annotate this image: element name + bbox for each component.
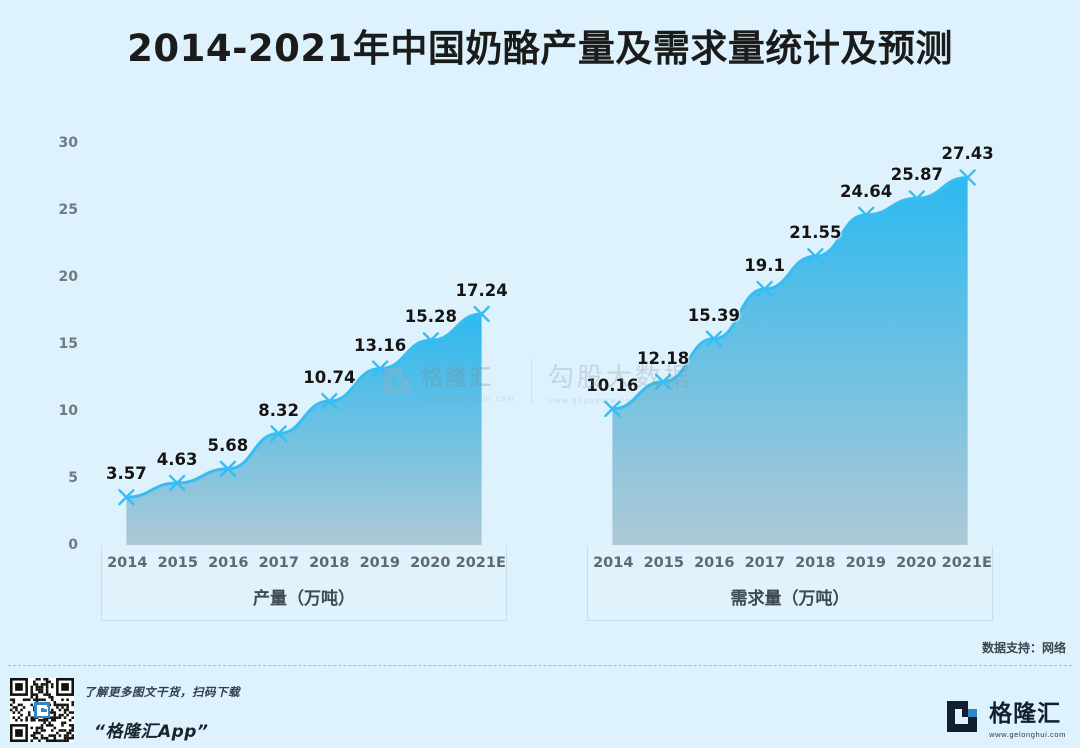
brand-name: 格隆汇	[989, 701, 1062, 727]
gelonghui-logo-icon	[943, 699, 981, 735]
data-point-marker[interactable]	[857, 206, 875, 224]
data-point-marker[interactable]	[219, 460, 237, 478]
footer-divider	[8, 665, 1072, 666]
area-fill	[612, 177, 968, 546]
data-point-label: 4.63	[156, 449, 198, 469]
y-tick-label: 25	[58, 202, 78, 218]
data-point-marker[interactable]	[705, 330, 723, 347]
area-fill	[126, 313, 482, 545]
x-tick-label: 2016	[208, 555, 249, 571]
chart-stage: 0 5 10 15 20 25 30 2014 2015 2016 2017 2018 2019 202…	[0, 120, 1080, 621]
data-point-marker[interactable]	[908, 190, 926, 207]
x-tick-label: 2018	[309, 555, 350, 571]
data-point-marker[interactable]	[321, 392, 338, 410]
app-promo-name: “格隆汇App”	[94, 722, 209, 742]
x-tick-label: 2017	[744, 555, 785, 571]
series-line	[610, 175, 970, 411]
y-tick-label: 0	[68, 537, 78, 553]
y-axis-labels: 0 5 10 15 20 25 30	[0, 120, 100, 560]
data-point-label: 3.57	[106, 464, 147, 484]
x-tick-label: 2020	[410, 555, 451, 571]
app-promo: 了解更多图文干货，扫码下载 “格隆汇App”	[84, 684, 240, 742]
y-tick-label: 30	[58, 135, 78, 151]
data-point-marker[interactable]	[959, 169, 976, 186]
group-label-demand: 需求量（万吨）	[730, 589, 850, 609]
brand-logo: 格隆汇 www.gelonghui.com	[943, 694, 1066, 739]
x-tick-label: 2014	[593, 555, 634, 571]
data-point-marker[interactable]	[168, 474, 186, 492]
y-tick-label: 5	[68, 470, 78, 486]
data-point-marker[interactable]	[604, 400, 621, 418]
data-point-marker[interactable]	[654, 373, 672, 390]
page-title: 2014-2021年中国奶酪产量及需求量统计及预测	[127, 27, 953, 70]
brand-text: 格隆汇 www.gelonghui.com	[989, 694, 1066, 739]
data-point-marker[interactable]	[756, 280, 773, 298]
data-point-label: 15.28	[404, 307, 457, 327]
data-point-label: 12.18	[637, 348, 690, 368]
data-point-marker[interactable]	[422, 332, 440, 349]
data-point-label: 15.39	[687, 305, 740, 325]
data-point-label: 5.68	[207, 435, 249, 455]
x-tick-row-demand: 2014 2015 2016 2017 2018 2019 2020 2021E	[588, 546, 992, 571]
data-point-marker[interactable]	[118, 488, 135, 506]
data-point-label: 13.16	[354, 335, 407, 355]
x-axis-box-demand: 2014 2015 2016 2017 2018 2019 2020 2021E 需求量（万吨…	[587, 546, 993, 621]
x-tick-label: 2017	[258, 555, 299, 571]
qr-code[interactable]	[10, 678, 74, 742]
data-point-label: 10.74	[303, 368, 356, 388]
x-tick-label: 2021E	[941, 555, 992, 571]
data-point-label: 8.32	[258, 400, 299, 420]
data-point-marker[interactable]	[270, 425, 287, 442]
data-point-label: 17.24	[455, 280, 508, 300]
x-tick-label: 2021E	[455, 555, 506, 571]
area-plot-production	[101, 120, 507, 547]
app-promo-prompt: 了解更多图文干货，扫码下载	[84, 685, 240, 699]
x-axis-box-production: 2014 2015 2016 2017 2018 2019 2020 2021E 产量（万吨）	[101, 546, 507, 621]
x-tick-label: 2019	[359, 555, 400, 571]
y-tick-label: 15	[58, 336, 78, 352]
data-point-label: 24.64	[840, 181, 893, 201]
area-plot-demand	[587, 120, 993, 547]
x-tick-label: 2016	[694, 555, 735, 571]
group-label-production: 产量（万吨）	[253, 589, 355, 609]
data-point-label: 27.43	[941, 144, 994, 164]
x-tick-label: 2020	[896, 555, 937, 571]
y-tick-label: 10	[58, 403, 78, 419]
x-tick-row-production: 2014 2015 2016 2017 2018 2019 2020 2021E	[102, 546, 506, 571]
x-tick-label: 2015	[643, 555, 684, 571]
data-point-label: 19.1	[744, 256, 785, 276]
series-line	[124, 312, 484, 499]
y-tick-label: 20	[58, 269, 78, 285]
data-point-label: 25.87	[890, 165, 943, 185]
data-point-marker[interactable]	[473, 305, 490, 323]
x-tick-label: 2014	[107, 555, 148, 571]
area-chart-svg	[118, 305, 490, 545]
brand-url: www.gelonghui.com	[989, 730, 1066, 739]
data-point-marker[interactable]	[807, 248, 824, 265]
x-tick-label: 2015	[157, 555, 198, 571]
data-point-marker[interactable]	[371, 360, 389, 377]
x-tick-label: 2019	[845, 555, 886, 571]
data-source-note: 数据支持：网络	[981, 641, 1066, 655]
data-point-label: 21.55	[789, 223, 842, 243]
area-chart-svg	[604, 169, 976, 546]
x-tick-label: 2018	[795, 555, 836, 571]
data-point-label: 10.16	[586, 375, 639, 395]
